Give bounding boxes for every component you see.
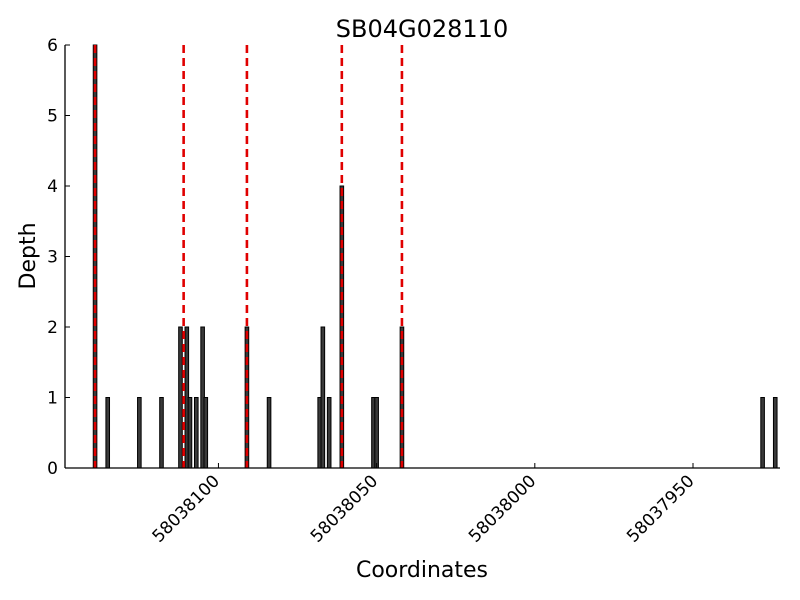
bar bbox=[137, 397, 142, 469]
bar bbox=[374, 397, 379, 469]
y-tick-label: 4 bbox=[47, 177, 58, 197]
x-tick-label: 58038050 bbox=[307, 471, 382, 546]
y-tick-label: 5 bbox=[47, 107, 58, 127]
y-tick-label: 0 bbox=[47, 459, 58, 479]
bar bbox=[320, 326, 326, 469]
bar bbox=[266, 397, 272, 469]
y-axis-label: Depth bbox=[16, 222, 41, 289]
bars-layer bbox=[92, 44, 778, 469]
bar bbox=[105, 397, 111, 469]
bar bbox=[772, 397, 778, 469]
y-tick-label: 1 bbox=[47, 389, 58, 409]
bar bbox=[326, 397, 332, 469]
x-tick-label: 58037950 bbox=[623, 471, 698, 546]
y-ticks: 0 1 2 3 4 5 6 bbox=[47, 36, 70, 479]
marker-lines-layer bbox=[93, 45, 404, 468]
x-ticks: 58038100 58038050 58038000 58037950 bbox=[149, 463, 699, 547]
bar bbox=[187, 397, 193, 469]
bar bbox=[178, 326, 183, 469]
x-axis-label: Coordinates bbox=[356, 558, 488, 583]
chart-title: SB04G028110 bbox=[336, 15, 508, 43]
y-tick-label: 6 bbox=[47, 36, 58, 56]
y-tick-label: 3 bbox=[47, 248, 58, 268]
bar bbox=[760, 397, 765, 469]
bar bbox=[203, 397, 209, 469]
bar bbox=[193, 397, 199, 469]
y-tick-label: 2 bbox=[47, 318, 58, 338]
bar bbox=[159, 397, 164, 469]
x-tick-label: 58038000 bbox=[465, 471, 540, 546]
x-tick-label: 58038100 bbox=[149, 471, 224, 546]
